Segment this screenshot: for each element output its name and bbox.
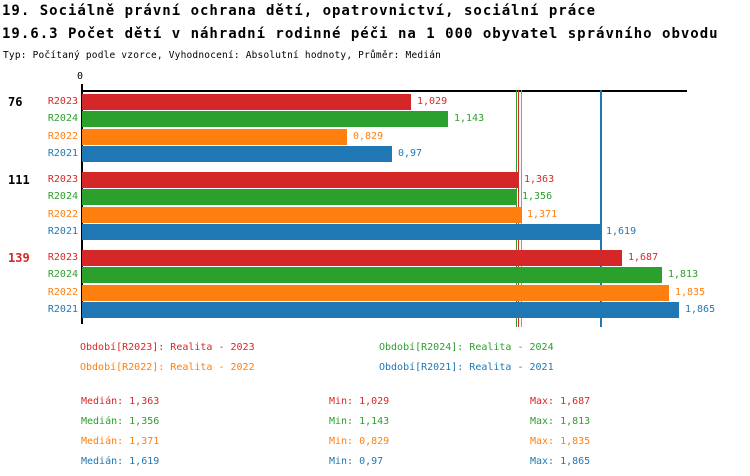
- bar-r2022: [82, 285, 669, 301]
- indicator-title: 19.6.3 Počet dětí v náhradní rodinné péč…: [2, 26, 719, 42]
- bar-r2023: [82, 250, 622, 266]
- row-label-r2024: R2024: [47, 191, 78, 202]
- stat-min-r2022: Min: 0,829: [329, 436, 390, 447]
- bar-r2024: [82, 267, 662, 283]
- bar-r2022: [82, 129, 347, 145]
- stat-max-r2022: Max: 1,835: [530, 436, 591, 447]
- legend-item-r2022: Období[R2022]: Realita - 2022: [80, 362, 255, 373]
- stat-median-r2023: Medián: 1,363: [81, 396, 160, 407]
- group-label: 111: [8, 173, 30, 187]
- stat-max-r2024: Max: 1,813: [530, 416, 591, 427]
- chart-meta-line: Typ: Počítaný podle vzorce, Vyhodnocení:…: [3, 50, 442, 61]
- bar-value-label: 1,363: [524, 174, 555, 185]
- legend-item-r2024: Období[R2024]: Realita - 2024: [379, 342, 554, 353]
- bar-chart: 0 76 R2023 1,029 R2024 1,143 R2022 0,829 R2021 0,…: [8, 71, 716, 327]
- legend-item-r2021: Období[R2021]: Realita - 2021: [379, 362, 554, 373]
- x-axis-line: [82, 90, 687, 92]
- bar-r2023: [82, 94, 411, 110]
- bar-value-label: 1,143: [454, 113, 485, 124]
- bar-r2023: [82, 172, 518, 188]
- bar-value-label: 1,371: [527, 209, 558, 220]
- row-label-r2024: R2024: [47, 113, 78, 124]
- stat-max-r2023: Max: 1,687: [530, 396, 591, 407]
- axis-zero-label: 0: [76, 71, 84, 82]
- legend-item-r2023: Období[R2023]: Realita - 2023: [80, 342, 255, 353]
- row-label-r2022: R2022: [47, 209, 78, 220]
- group-label: 76: [8, 95, 23, 109]
- stat-median-r2021: Medián: 1,619: [81, 456, 160, 467]
- stat-median-r2022: Medián: 1,371: [81, 436, 160, 447]
- page-title: 19. Sociálně právní ochrana dětí, opatro…: [2, 3, 597, 19]
- bar-value-label: 1,687: [628, 252, 659, 263]
- row-label-r2022: R2022: [47, 287, 78, 298]
- bar-r2021: [82, 146, 392, 162]
- stat-min-r2021: Min: 0,97: [329, 456, 384, 467]
- row-label-r2023: R2023: [47, 252, 78, 263]
- row-label-r2023: R2023: [47, 174, 78, 185]
- row-label-r2023: R2023: [47, 96, 78, 107]
- bar-r2024: [82, 111, 448, 127]
- bar-value-label: 1,835: [675, 287, 706, 298]
- stat-max-r2021: Max: 1,865: [530, 456, 591, 467]
- row-label-r2021: R2021: [47, 304, 78, 315]
- row-label-r2022: R2022: [47, 131, 78, 142]
- bar-value-label: 0,829: [353, 131, 384, 142]
- bar-value-label: 1,619: [606, 226, 637, 237]
- stat-min-r2023: Min: 1,029: [329, 396, 390, 407]
- bar-value-label: 1,356: [522, 191, 553, 202]
- stat-median-r2024: Medián: 1,356: [81, 416, 160, 427]
- bar-r2021: [82, 302, 679, 318]
- row-label-r2021: R2021: [47, 226, 78, 237]
- group-label: 139: [8, 251, 30, 265]
- bar-value-label: 1,865: [685, 304, 716, 315]
- median-line-r2021: [600, 90, 602, 327]
- bar-value-label: 0,97: [398, 148, 423, 159]
- row-label-r2021: R2021: [47, 148, 78, 159]
- median-line-r2022: [521, 90, 522, 327]
- bar-value-label: 1,813: [668, 269, 699, 280]
- bar-r2024: [82, 189, 516, 205]
- bar-r2022: [82, 207, 521, 223]
- bar-value-label: 1,029: [417, 96, 448, 107]
- stat-min-r2024: Min: 1,143: [329, 416, 390, 427]
- row-label-r2024: R2024: [47, 269, 78, 280]
- bar-r2021: [82, 224, 600, 240]
